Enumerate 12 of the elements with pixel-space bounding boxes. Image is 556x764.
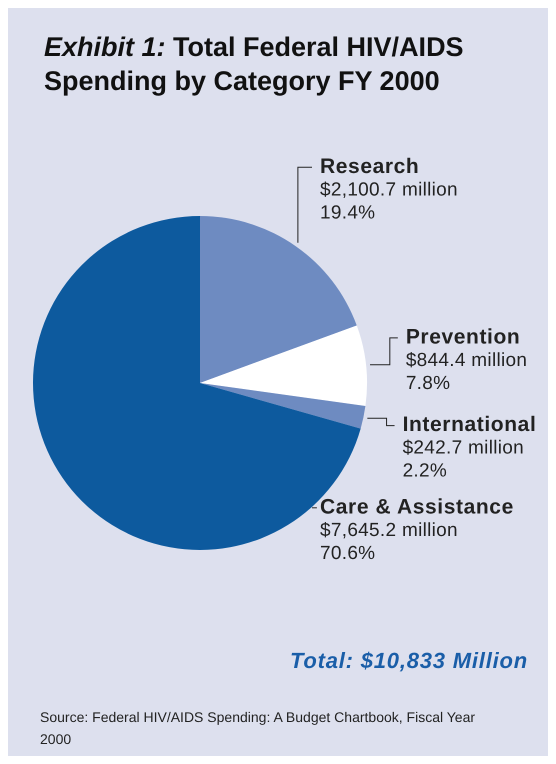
- slice-label: International: [402, 413, 536, 436]
- data-label: $2,100.7 million 19.4%: [320, 179, 458, 224]
- pie-slice: [200, 325, 367, 406]
- data-label: $242.7 million 2.2%: [402, 438, 524, 482]
- data-label: $7,645.2 million 70.6%: [320, 520, 458, 564]
- slice-label: Research: [320, 154, 420, 178]
- data-label: $844.4 million 7.8%: [406, 350, 528, 394]
- source-note: Source: Federal HIV/AIDS Spending: A Budget Chartbook, Fiscal Year 2000: [40, 708, 476, 749]
- chart-title: Exhibit 1: Total Federal HIV/AIDS Spending by Category FY 2000: [44, 31, 464, 98]
- slice-label: Prevention: [406, 325, 520, 348]
- text: Total: $10,833 Million: [290, 648, 528, 674]
- slice-label: Care & Assistance: [320, 495, 514, 518]
